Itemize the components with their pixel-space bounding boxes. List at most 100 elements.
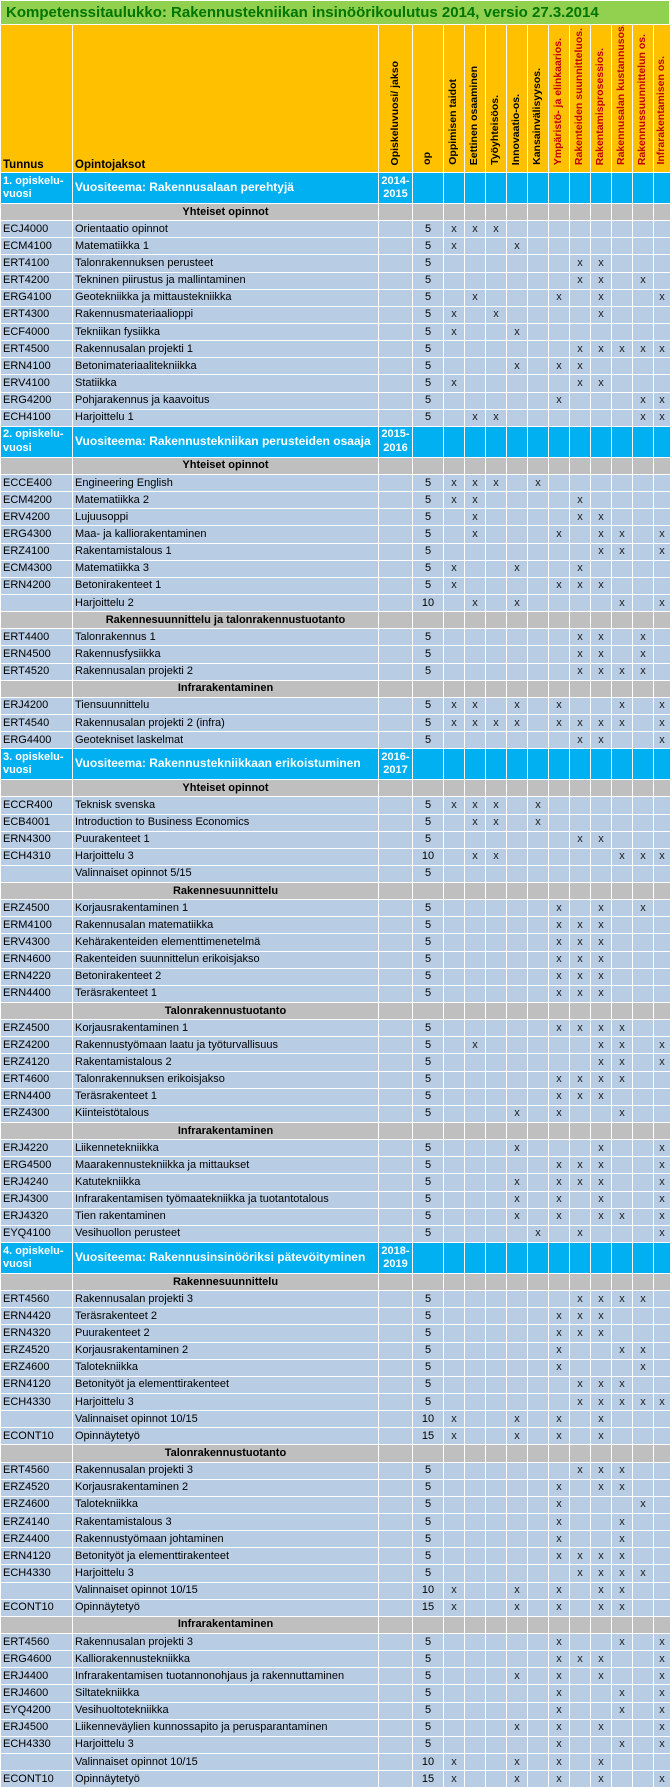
course-code-cell: ERM4100: [1, 917, 73, 934]
mark-cell: [486, 238, 507, 255]
mark-cell: [528, 221, 549, 238]
mark-cell: [591, 221, 612, 238]
mark-cell: x: [549, 1496, 570, 1513]
mark-cell: [654, 814, 670, 831]
course-code-cell: ECONT10: [1, 1771, 73, 1788]
course-name-cell: Rakennusalan projekti 2: [73, 663, 379, 680]
mark-cell: [486, 1325, 507, 1342]
mark-cell: [654, 1599, 670, 1616]
mark-cell: [465, 1174, 486, 1191]
course-name-cell: Harjoittelu 3: [73, 1394, 379, 1411]
mark-cell: [528, 1753, 549, 1770]
mark-cell: [549, 238, 570, 255]
section-empty-cell: [444, 1616, 465, 1633]
mark-cell: [528, 848, 549, 865]
mark-cell: x: [570, 629, 591, 646]
mark-cell: [465, 1753, 486, 1770]
mark-cell: x: [591, 1719, 612, 1736]
mark-cell: x: [570, 663, 591, 680]
mark-cell: x: [549, 577, 570, 594]
mark-cell: x: [507, 238, 528, 255]
mark-cell: x: [465, 814, 486, 831]
mark-cell: x: [591, 1376, 612, 1393]
mark-cell: [486, 1496, 507, 1513]
course-code-cell: ECF4000: [1, 323, 73, 340]
mark-cell: x: [570, 509, 591, 526]
mark-cell: [507, 526, 528, 543]
course-name-cell: Rakennusmateriaalioppi: [73, 306, 379, 323]
section-empty-cell: [654, 883, 670, 900]
op-cell: 5: [413, 1308, 444, 1325]
mark-cell: [633, 238, 654, 255]
year-empty-cell: [549, 426, 570, 457]
mark-cell: x: [507, 1599, 528, 1616]
section-empty-cell: [591, 1003, 612, 1020]
course-name-cell: Talotekniikka: [73, 1359, 379, 1376]
section-row: Infrarakentaminen: [1, 1123, 670, 1140]
op-cell: 5: [413, 272, 444, 289]
mark-cell: x: [570, 492, 591, 509]
period-cell: [379, 1308, 413, 1325]
section-empty-cell: [1, 1003, 73, 1020]
mark-cell: [465, 1633, 486, 1650]
period-cell: [379, 1105, 413, 1122]
course-code-cell: ECH4310: [1, 848, 73, 865]
section-empty-cell: [633, 457, 654, 474]
mark-cell: [486, 1565, 507, 1582]
mark-cell: [507, 1496, 528, 1513]
mark-cell: x: [444, 238, 465, 255]
year-empty-cell: [413, 1243, 444, 1274]
mark-cell: [486, 1719, 507, 1736]
mark-cell: [507, 1462, 528, 1479]
section-empty-cell: [379, 780, 413, 797]
mark-cell: x: [549, 1191, 570, 1208]
mark-cell: x: [591, 831, 612, 848]
op-cell: 5: [413, 732, 444, 749]
mark-cell: [486, 1157, 507, 1174]
mark-cell: [444, 1359, 465, 1376]
mark-cell: x: [507, 323, 528, 340]
mark-cell: [528, 306, 549, 323]
mark-cell: [633, 1376, 654, 1393]
mark-cell: [528, 1071, 549, 1088]
mark-cell: x: [633, 663, 654, 680]
mark-cell: [633, 831, 654, 848]
page-title: Kompetenssitaulukko: Rakennustekniikan i…: [6, 4, 599, 21]
course-code-cell: ECM4100: [1, 238, 73, 255]
mark-cell: [444, 1719, 465, 1736]
section-empty-cell: [654, 1003, 670, 1020]
section-empty-cell: [413, 1274, 444, 1291]
mark-cell: [528, 577, 549, 594]
mark-cell: x: [549, 1599, 570, 1616]
section-label-cell: Rakennesuunnittelu: [73, 883, 379, 900]
course-name-cell: Orientaatio opinnot: [73, 221, 379, 238]
section-empty-cell: [633, 1003, 654, 1020]
section-empty-cell: [633, 204, 654, 221]
section-empty-cell: [444, 1274, 465, 1291]
period-cell: [379, 1651, 413, 1668]
mark-cell: [591, 814, 612, 831]
mark-cell: x: [612, 1376, 633, 1393]
mark-cell: x: [444, 474, 465, 491]
mark-cell: [528, 714, 549, 731]
mark-cell: [465, 1140, 486, 1157]
header-row: Tunnus Opintojaksot Opiskeluvuosi/ jakso…: [1, 25, 670, 173]
mark-cell: x: [591, 900, 612, 917]
section-empty-cell: [413, 204, 444, 221]
mark-cell: x: [528, 474, 549, 491]
section-empty-cell: [612, 457, 633, 474]
column-header-opintojaksot: Opintojaksot: [73, 25, 379, 173]
section-empty-cell: [549, 883, 570, 900]
course-code-cell: ERZ4600: [1, 1359, 73, 1376]
course-code-cell: ERZ4300: [1, 1105, 73, 1122]
mark-cell: [486, 1651, 507, 1668]
course-code-cell: ECCR400: [1, 797, 73, 814]
mark-cell: [444, 732, 465, 749]
mark-cell: x: [549, 1411, 570, 1428]
op-cell: 5: [413, 1496, 444, 1513]
section-empty-cell: [444, 680, 465, 697]
